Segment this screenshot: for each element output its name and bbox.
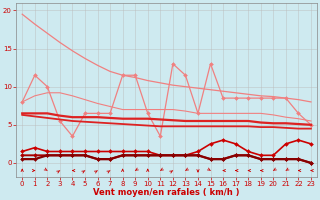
X-axis label: Vent moyen/en rafales ( km/h ): Vent moyen/en rafales ( km/h ) xyxy=(93,188,240,197)
